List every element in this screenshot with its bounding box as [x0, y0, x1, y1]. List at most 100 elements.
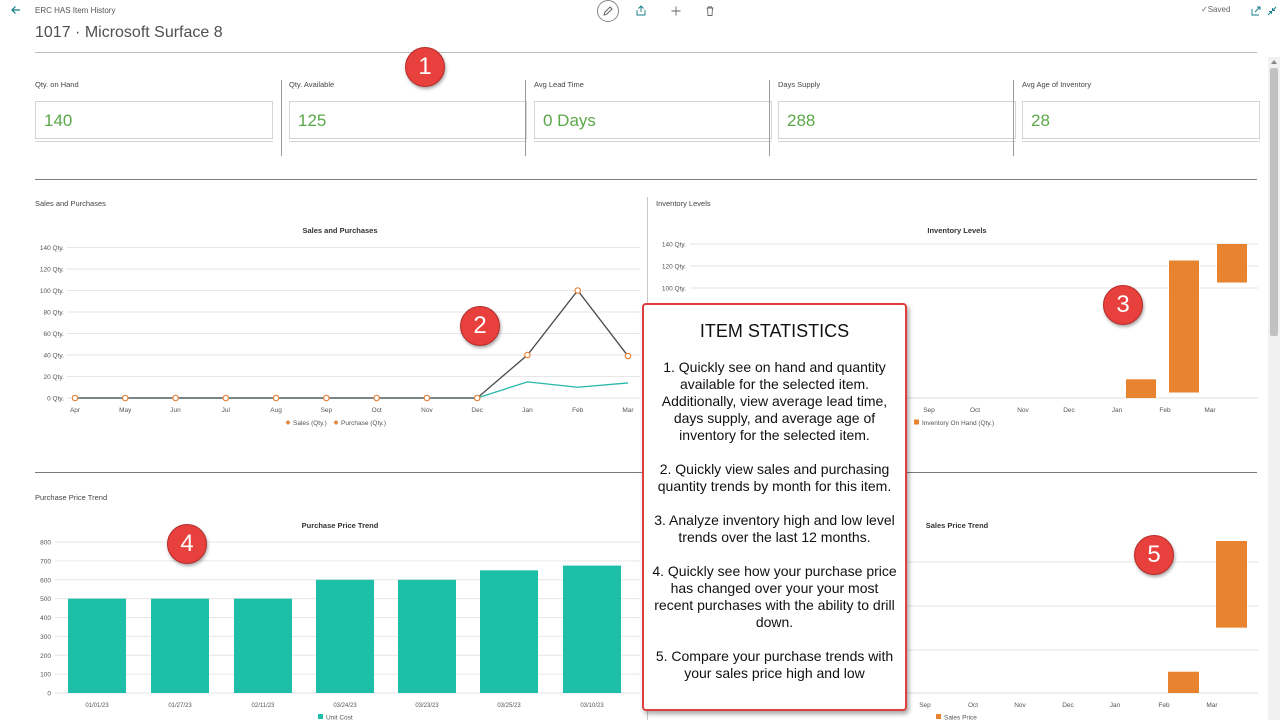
y-tick-label: 140 Qty.: [40, 245, 64, 252]
y-tick-label: 200: [40, 653, 51, 660]
trash-icon: [706, 6, 714, 16]
edit-button[interactable]: [597, 0, 619, 22]
part-label-sales-purchases: Sales and Purchases: [35, 199, 106, 208]
kpi-underline: [778, 141, 1016, 142]
x-tick-label: Feb: [572, 407, 584, 414]
legend-marker: [285, 420, 291, 425]
legend-marker: [318, 714, 323, 719]
chart-title-purchase-price: Purchase Price Trend: [301, 521, 379, 530]
chart-title-inventory-levels: Inventory Levels: [927, 226, 987, 235]
badge-4: 4: [167, 524, 207, 564]
y-tick-label: 100 Qty.: [40, 288, 64, 295]
x-tick-label: May: [119, 407, 132, 414]
x-tick-label: Jun: [170, 407, 181, 414]
x-tick-label: 01/01/23: [85, 703, 109, 709]
x-tick-label: 03/10/23: [580, 703, 604, 709]
x-tick-label: Mar: [1204, 407, 1216, 414]
data-point-sales: [121, 394, 129, 402]
data-point-sales: [624, 352, 632, 360]
callout-item-2: 2. Quickly view sales and purchasing qua…: [657, 461, 892, 494]
part-label-purchase-price: Purchase Price Trend: [35, 493, 108, 502]
price-bar: [234, 598, 292, 693]
kpi-qty-on-hand: Qty. on Hand 140: [35, 80, 273, 142]
kpi-value[interactable]: 125: [289, 101, 527, 139]
item-statistics-callout: ITEM STATISTICS 1. Quickly see on hand a…: [642, 303, 907, 711]
data-point-sales: [423, 394, 431, 402]
x-tick-label: Sep: [923, 407, 935, 414]
badge-3: 3: [1103, 285, 1143, 325]
legend-label: Unit Cost: [326, 715, 353, 720]
x-tick-label: Sep: [321, 407, 333, 414]
badge-5: 5: [1134, 535, 1174, 575]
x-tick-label: Oct: [970, 407, 980, 414]
section-divider: [35, 179, 1257, 180]
legend-marker: [914, 419, 919, 425]
y-tick-label: 0 Qty.: [47, 396, 64, 403]
data-point-sales: [373, 394, 380, 402]
header-divider: [35, 52, 1257, 53]
kpi-value[interactable]: 140: [35, 101, 273, 139]
y-tick-label: 100: [40, 672, 51, 679]
pencil-icon: [603, 6, 613, 16]
x-tick-label: Nov: [1014, 702, 1026, 709]
y-tick-label: 120 Qty.: [662, 264, 686, 271]
price-bar: [398, 579, 456, 693]
y-tick-label: 500: [40, 596, 51, 603]
x-tick-label: Oct: [372, 407, 382, 414]
x-tick-label: 03/24/23: [333, 703, 357, 709]
badge-2: 2: [460, 306, 500, 346]
x-tick-label: Feb: [1158, 702, 1170, 709]
x-tick-label: Dec: [1063, 407, 1075, 414]
price-bar: [316, 579, 374, 693]
price-bar: [480, 570, 538, 693]
data-point-sales: [172, 394, 179, 402]
kpi-avg-age-of-inventory: Avg Age of Inventory 28: [1022, 80, 1260, 142]
y-tick-label: 800: [40, 540, 51, 547]
kpi-underline: [1022, 141, 1260, 142]
kpi-value[interactable]: 0 Days: [534, 101, 772, 139]
x-tick-label: Jan: [1110, 702, 1121, 709]
kpi-label: Qty. on Hand: [35, 80, 79, 89]
kpi-separator: [1013, 80, 1014, 156]
data-point-sales: [323, 394, 330, 402]
data-point-sales: [574, 287, 582, 294]
callout-item-3: 3. Analyze inventory high and low level …: [654, 512, 895, 545]
x-tick-label: 03/23/23: [415, 703, 439, 709]
delete-button[interactable]: [698, 0, 722, 22]
inventory-bar: [1126, 379, 1156, 398]
back-button[interactable]: [6, 1, 26, 19]
y-tick-label: 0: [47, 691, 51, 698]
saved-status: ✓Saved: [1201, 5, 1230, 14]
new-button[interactable]: [664, 0, 688, 22]
y-tick-label: 600: [40, 577, 51, 584]
kpi-underline: [534, 141, 772, 142]
y-tick-label: 60 Qty.: [44, 331, 65, 338]
callout-title: ITEM STATISTICS: [699, 321, 850, 341]
collapse-button[interactable]: [1266, 4, 1278, 16]
share-button[interactable]: [629, 0, 653, 22]
x-tick-label: Nov: [421, 407, 433, 414]
callout-item-1: 1. Quickly see on hand and quantity avai…: [661, 359, 888, 443]
scrollbar-thumb[interactable]: [1270, 68, 1278, 336]
legend-label-purchase: Purchase (Qty.): [341, 420, 386, 427]
kpi-value[interactable]: 28: [1022, 101, 1260, 139]
kpi-qty-available: Qty. Available 125: [289, 80, 527, 142]
y-tick-label: 80 Qty.: [44, 310, 65, 317]
scroll-up-icon[interactable]: [1270, 58, 1278, 66]
x-tick-label: Dec: [471, 407, 483, 414]
arrow-left-icon: [11, 6, 20, 14]
kpi-separator: [281, 80, 282, 156]
chart-title-sales-purchases: Sales and Purchases: [302, 226, 378, 235]
kpi-value[interactable]: 288: [778, 101, 1016, 139]
open-new-window-button[interactable]: [1250, 4, 1262, 16]
badge-1: 1: [405, 47, 445, 87]
page-title: 1017 · Microsoft Surface 8: [35, 24, 223, 41]
x-tick-label: 01/27/23: [168, 703, 192, 709]
x-tick-label: Dec: [1062, 702, 1074, 709]
sales-price-bar: [1168, 671, 1199, 693]
part-label-inventory-levels: Inventory Levels: [656, 199, 711, 208]
